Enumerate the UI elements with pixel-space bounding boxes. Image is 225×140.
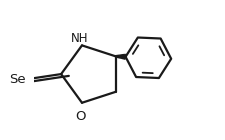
Text: Se: Se: [9, 73, 26, 86]
Text: NH: NH: [71, 32, 88, 45]
Text: O: O: [75, 110, 86, 123]
